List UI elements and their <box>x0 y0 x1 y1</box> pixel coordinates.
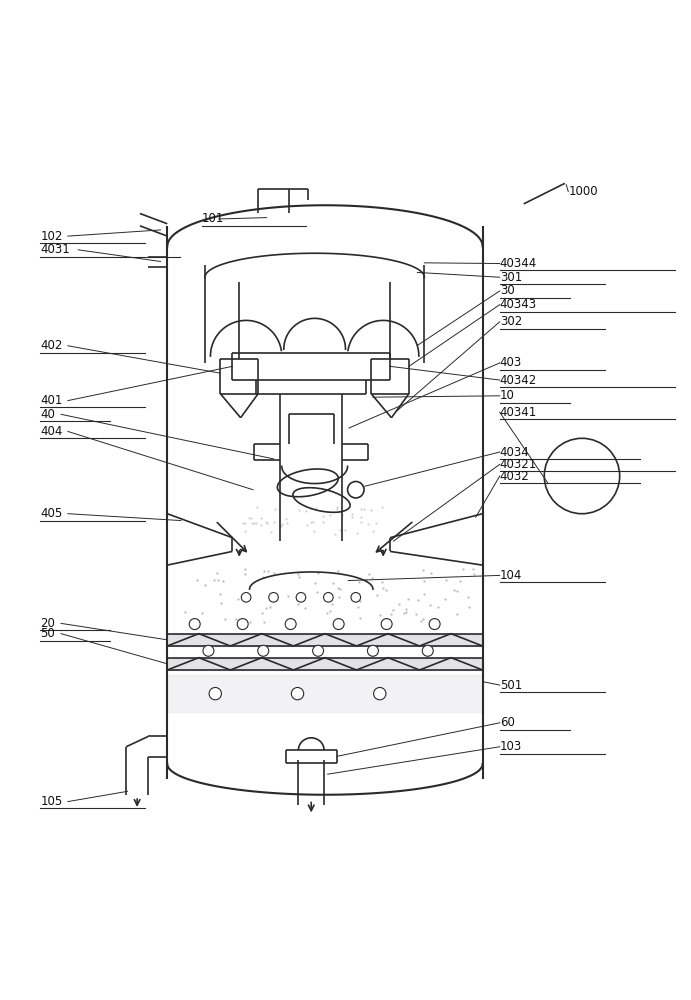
Circle shape <box>545 438 620 514</box>
Text: 60: 60 <box>500 716 515 729</box>
Text: 40344: 40344 <box>500 257 537 270</box>
Circle shape <box>333 619 344 630</box>
Text: 404: 404 <box>41 425 63 438</box>
Circle shape <box>269 593 278 602</box>
Text: 40343: 40343 <box>500 298 537 311</box>
Text: 40: 40 <box>41 408 55 421</box>
Circle shape <box>296 593 305 602</box>
Circle shape <box>237 619 248 630</box>
Text: 104: 104 <box>500 569 522 582</box>
Text: 401: 401 <box>41 394 63 407</box>
Circle shape <box>374 687 386 700</box>
Text: 405: 405 <box>41 507 63 520</box>
Circle shape <box>351 593 361 602</box>
Text: 105: 105 <box>41 795 63 808</box>
Text: 103: 103 <box>500 740 522 753</box>
Text: 10: 10 <box>500 389 515 402</box>
Circle shape <box>292 687 303 700</box>
Text: 40341: 40341 <box>500 406 537 419</box>
Text: 302: 302 <box>500 315 522 328</box>
Circle shape <box>368 645 379 656</box>
Circle shape <box>258 645 269 656</box>
Circle shape <box>348 481 364 498</box>
Text: 1000: 1000 <box>568 185 598 198</box>
Circle shape <box>429 619 440 630</box>
Text: 50: 50 <box>41 627 55 640</box>
Circle shape <box>209 687 221 700</box>
Text: 402: 402 <box>41 339 63 352</box>
Text: 4032: 4032 <box>500 470 529 483</box>
Text: 40342: 40342 <box>500 374 537 387</box>
Circle shape <box>312 645 323 656</box>
Text: 40321: 40321 <box>500 458 537 471</box>
Circle shape <box>189 619 200 630</box>
Circle shape <box>422 645 433 656</box>
Text: 403: 403 <box>500 356 522 369</box>
Circle shape <box>241 593 251 602</box>
Text: 501: 501 <box>500 679 522 692</box>
Text: 4034: 4034 <box>500 446 529 459</box>
Text: 20: 20 <box>41 617 55 630</box>
Text: 102: 102 <box>41 230 63 243</box>
Text: 101: 101 <box>202 212 224 225</box>
Circle shape <box>285 619 296 630</box>
Text: 301: 301 <box>500 271 522 284</box>
Circle shape <box>323 593 333 602</box>
Circle shape <box>203 645 214 656</box>
Text: 4031: 4031 <box>41 243 70 256</box>
Text: 30: 30 <box>500 284 515 297</box>
Circle shape <box>381 619 392 630</box>
